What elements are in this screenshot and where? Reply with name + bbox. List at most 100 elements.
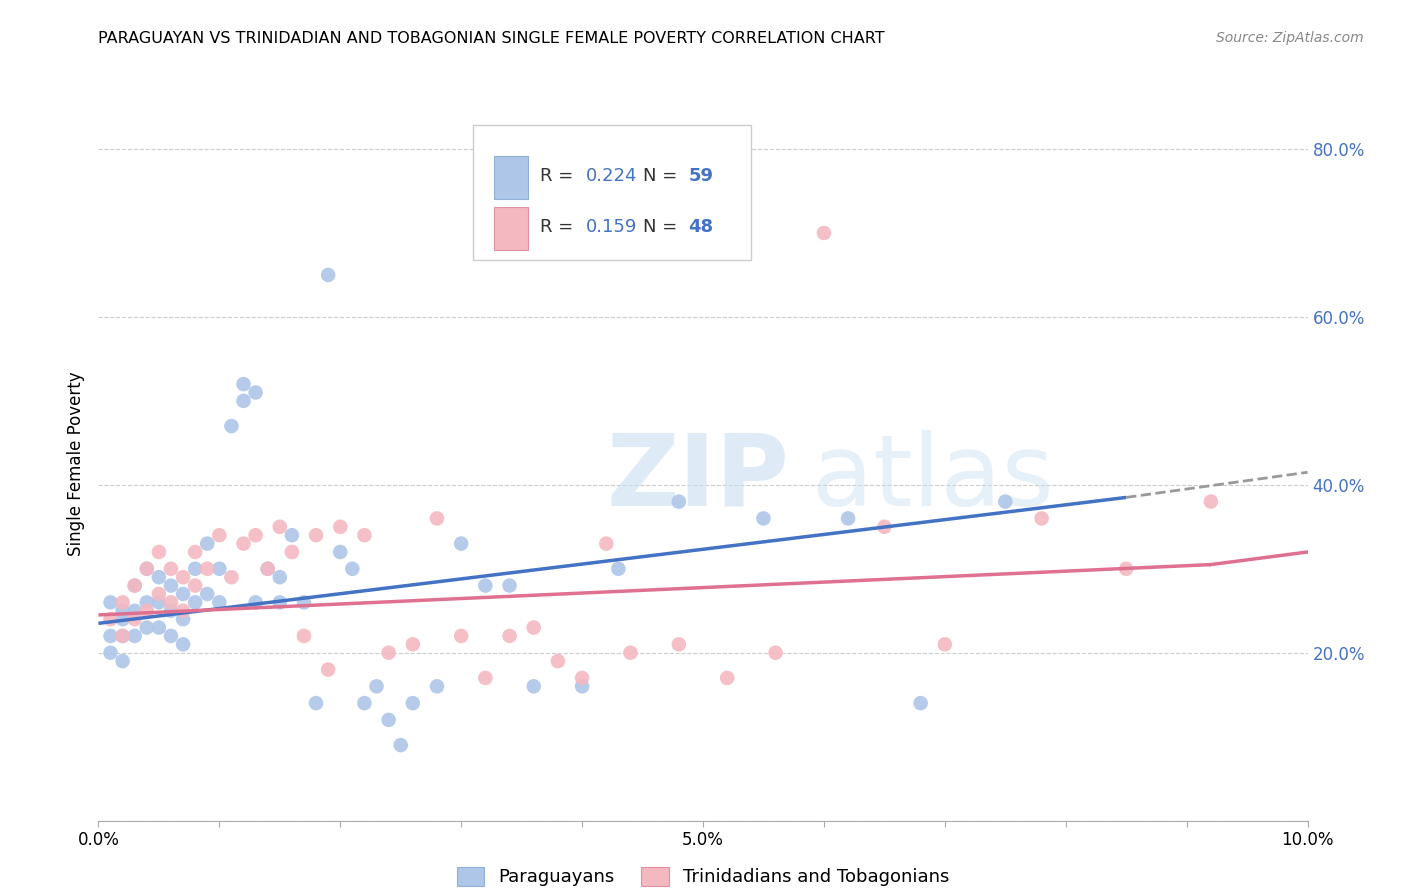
Point [366,679,388,693]
Point [221,570,243,584]
Point [100,612,122,626]
Text: R =: R = [540,219,579,236]
Point [281,545,304,559]
Text: 0.159: 0.159 [586,219,637,236]
Text: 0.224: 0.224 [586,167,637,185]
Point [450,629,472,643]
Point [172,604,194,618]
Point [329,545,352,559]
Point [208,562,231,576]
Point [353,696,375,710]
Point [377,646,399,660]
Point [232,536,254,550]
Point [172,570,194,584]
Point [523,621,546,635]
Point [765,646,787,660]
Point [353,528,375,542]
Point [934,637,956,651]
Point [377,713,399,727]
Point [172,587,194,601]
Point [837,511,859,525]
Point [571,671,593,685]
Text: Source: ZipAtlas.com: Source: ZipAtlas.com [1216,31,1364,45]
Point [124,578,146,592]
FancyBboxPatch shape [474,125,751,260]
Point [498,578,520,592]
Point [100,629,122,643]
Point [245,528,267,542]
Point [450,536,472,550]
Point [316,663,339,677]
Point [256,562,278,576]
Point [595,536,617,550]
Point [292,629,315,643]
Point [474,578,496,592]
Text: 59: 59 [689,167,713,185]
Point [256,562,278,576]
Point [195,536,218,550]
Point [208,528,231,542]
Legend: Paraguayans, Trinidadians and Tobagonians: Paraguayans, Trinidadians and Tobagonian… [450,860,956,892]
Point [1031,511,1053,525]
Point [619,646,641,660]
Point [547,654,569,668]
Point [716,671,738,685]
Point [305,696,328,710]
Point [124,629,146,643]
Point [148,595,170,609]
Point [135,604,157,618]
Point [342,562,364,576]
Point [148,587,170,601]
Point [172,612,194,626]
Point [135,595,157,609]
Point [668,494,690,508]
Point [426,679,449,693]
Point [195,587,218,601]
Text: atlas: atlas [811,430,1053,526]
Point [281,528,304,542]
FancyBboxPatch shape [494,207,527,250]
Text: PARAGUAYAN VS TRINIDADIAN AND TOBAGONIAN SINGLE FEMALE POVERTY CORRELATION CHART: PARAGUAYAN VS TRINIDADIAN AND TOBAGONIAN… [98,31,884,46]
Point [571,679,593,693]
Point [124,578,146,592]
Point [148,545,170,559]
Point [292,595,315,609]
Point [316,268,339,282]
Point [402,637,425,651]
Point [172,637,194,651]
Point [910,696,932,710]
Text: 48: 48 [689,219,714,236]
Point [160,629,183,643]
Point [208,595,231,609]
Text: R =: R = [540,167,579,185]
Point [124,604,146,618]
Point [498,629,520,643]
Point [813,226,835,240]
Point [111,629,134,643]
Point [426,511,449,525]
Point [269,520,291,534]
Point [160,562,183,576]
Point [111,595,134,609]
Point [994,494,1017,508]
Point [232,393,254,408]
Point [148,621,170,635]
Point [111,654,134,668]
Point [245,595,267,609]
Point [111,629,134,643]
Point [245,385,267,400]
Point [184,595,207,609]
Y-axis label: Single Female Poverty: Single Female Poverty [66,372,84,556]
Point [160,595,183,609]
Text: N =: N = [643,167,682,185]
Point [160,578,183,592]
Point [135,562,157,576]
Point [111,612,134,626]
Point [184,578,207,592]
Point [100,595,122,609]
Point [124,612,146,626]
Point [305,528,328,542]
Point [668,637,690,651]
Point [752,511,775,525]
Point [269,570,291,584]
